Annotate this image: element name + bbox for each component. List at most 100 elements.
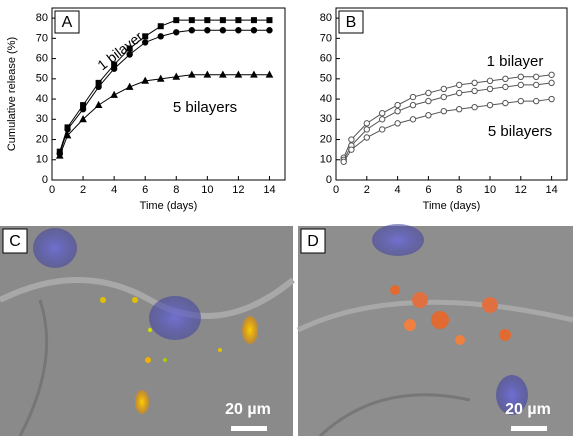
y-tick-label: 40 [36,93,48,105]
marker [142,33,149,40]
series-line [59,74,270,156]
plot-frame [51,7,286,181]
y-tick-label: 0 [326,174,332,186]
marker [471,79,478,87]
marker [219,27,227,34]
y-tick-label: 60 [36,52,48,64]
marker [533,73,540,81]
marker [110,90,118,98]
marker [126,45,133,52]
marker [440,85,447,93]
marker [379,126,386,133]
marker [204,17,211,24]
panel-label: A [62,14,73,31]
marker [219,17,226,24]
marker [548,71,555,78]
x-tick-label: 10 [201,184,213,196]
marker [517,97,524,105]
series-line [59,19,270,152]
marker [79,105,87,113]
panel-label: B [346,14,357,31]
y-tick-label: 20 [320,133,332,145]
panel-label-box [54,10,80,34]
marker [363,120,370,127]
x-tick-label: 0 [49,184,55,196]
panel-label-box [2,228,28,254]
panel-label: C [9,233,21,250]
marker [440,93,447,101]
x-tick-label: 14 [545,184,557,196]
marker [409,101,417,109]
marker [486,85,494,93]
marker [394,108,401,115]
marker [187,70,196,78]
x-tick-label: 0 [333,184,339,196]
marker [266,27,273,34]
x-tick-label: 8 [173,184,179,196]
plot-frame [335,7,568,181]
x-tick-label: 8 [456,184,462,196]
x-tick-label: 4 [395,184,401,196]
y-axis-label: Cumulative release (%) [6,37,18,151]
y-tick-label: 60 [320,52,332,64]
marker [94,100,103,109]
marker [425,97,432,105]
y-tick-label: 80 [36,12,48,24]
y-tick-label: 50 [36,73,48,85]
series-line [59,29,270,154]
x-tick-label: 2 [80,184,86,196]
marker [79,115,87,123]
y-tick-label: 30 [320,113,332,125]
y-tick-label: 40 [320,93,332,105]
marker [125,82,134,90]
marker [172,72,181,80]
x-axis-label: Time (days) [140,200,198,212]
marker [533,81,540,89]
x-tick-label: 4 [111,184,117,196]
chart: 0 10 20 30 40 50 60 70 80 0 2 4 6 8 10 12 14 Time (days) 1… [320,7,568,212]
panel-label-box [338,10,364,34]
marker [219,70,227,78]
marker [409,116,417,123]
marker [486,77,494,85]
annotation: 1 bilayer [487,53,544,70]
marker [235,27,242,34]
marker [234,70,243,78]
marker [394,101,401,109]
marker [486,101,494,109]
marker [266,17,273,24]
marker [141,76,150,84]
scale-bar-label: 20 µm [505,401,551,418]
scale-bar [511,426,547,431]
marker [440,108,447,115]
panel-label: D [307,233,319,250]
marker [502,75,509,83]
marker [250,27,258,34]
marker [348,146,355,153]
marker [425,112,432,119]
image-c [0,226,295,436]
marker [142,39,149,46]
marker [173,17,180,24]
marker [517,73,524,81]
marker [188,17,195,24]
x-tick-label: 14 [263,184,275,196]
marker [425,89,432,97]
y-tick-label: 20 [36,133,48,145]
marker [157,33,164,40]
marker [379,116,386,123]
y-tick-label: 70 [36,32,48,44]
marker [456,81,463,89]
marker [363,134,370,141]
marker [409,93,417,101]
y-tick-label: 30 [36,113,48,125]
marker [456,105,463,113]
marker [250,70,258,78]
marker [517,81,524,89]
y-tick-label: 10 [320,154,332,166]
marker [250,17,257,24]
marker [110,65,118,72]
y-tick-label: 70 [320,32,332,44]
marker [188,27,196,34]
marker [126,51,133,58]
